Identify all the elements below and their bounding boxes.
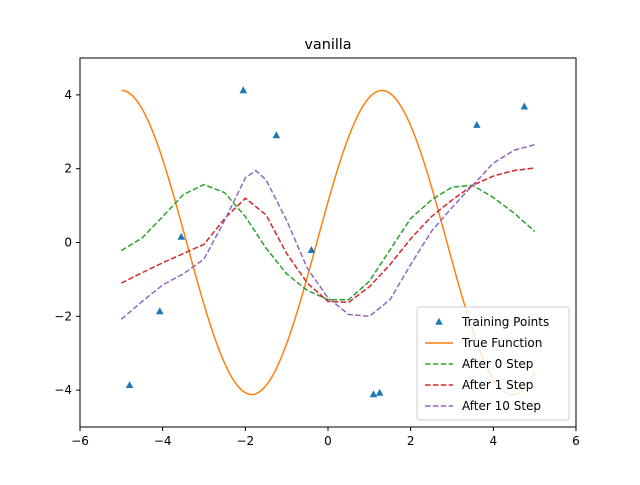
training-point-marker — [239, 86, 248, 94]
x-tick-label: 4 — [490, 434, 498, 448]
x-tick-label: 2 — [407, 434, 415, 448]
legend-label: After 1 Step — [462, 378, 533, 392]
training-point-marker — [307, 246, 316, 253]
x-tick-label: −4 — [154, 434, 172, 448]
training-point-marker — [177, 232, 186, 240]
y-tick-label: −2 — [54, 309, 72, 323]
y-axis-ticks: −4 −2 0 2 4 — [54, 88, 80, 397]
legend-label: True Function — [461, 336, 542, 350]
y-tick-label: 2 — [64, 162, 72, 176]
training-point-marker — [155, 307, 164, 315]
training-point-marker — [473, 120, 481, 128]
x-tick-label: −6 — [71, 434, 89, 448]
series-line-after-0-step — [120, 183, 536, 301]
x-tick-label: 6 — [572, 434, 580, 448]
training-point-marker — [272, 131, 281, 139]
series-layer — [120, 86, 536, 398]
training-point-marker — [125, 381, 134, 389]
y-tick-label: 0 — [64, 236, 72, 250]
x-tick-label: 0 — [324, 434, 332, 448]
legend-label: After 10 Step — [462, 399, 541, 413]
legend-label: After 0 Step — [462, 357, 533, 371]
legend-label: Training Points — [461, 315, 549, 329]
x-axis-ticks: −6 −4 −2 0 2 4 6 — [71, 427, 580, 448]
legend: Training Points True Function After 0 Step… — [416, 306, 570, 421]
legend-marker — [435, 317, 443, 325]
training-point-marker — [520, 102, 529, 110]
x-tick-label: −2 — [236, 434, 254, 448]
training-point-marker — [369, 390, 378, 398]
training-point-marker — [375, 388, 384, 396]
series-line-after-10-step — [120, 143, 535, 320]
chart-title: vanilla — [304, 37, 351, 53]
y-tick-label: −4 — [54, 383, 72, 397]
series-line-after-1-step — [120, 167, 535, 304]
y-tick-label: 4 — [64, 88, 72, 102]
legend-box — [416, 306, 570, 421]
